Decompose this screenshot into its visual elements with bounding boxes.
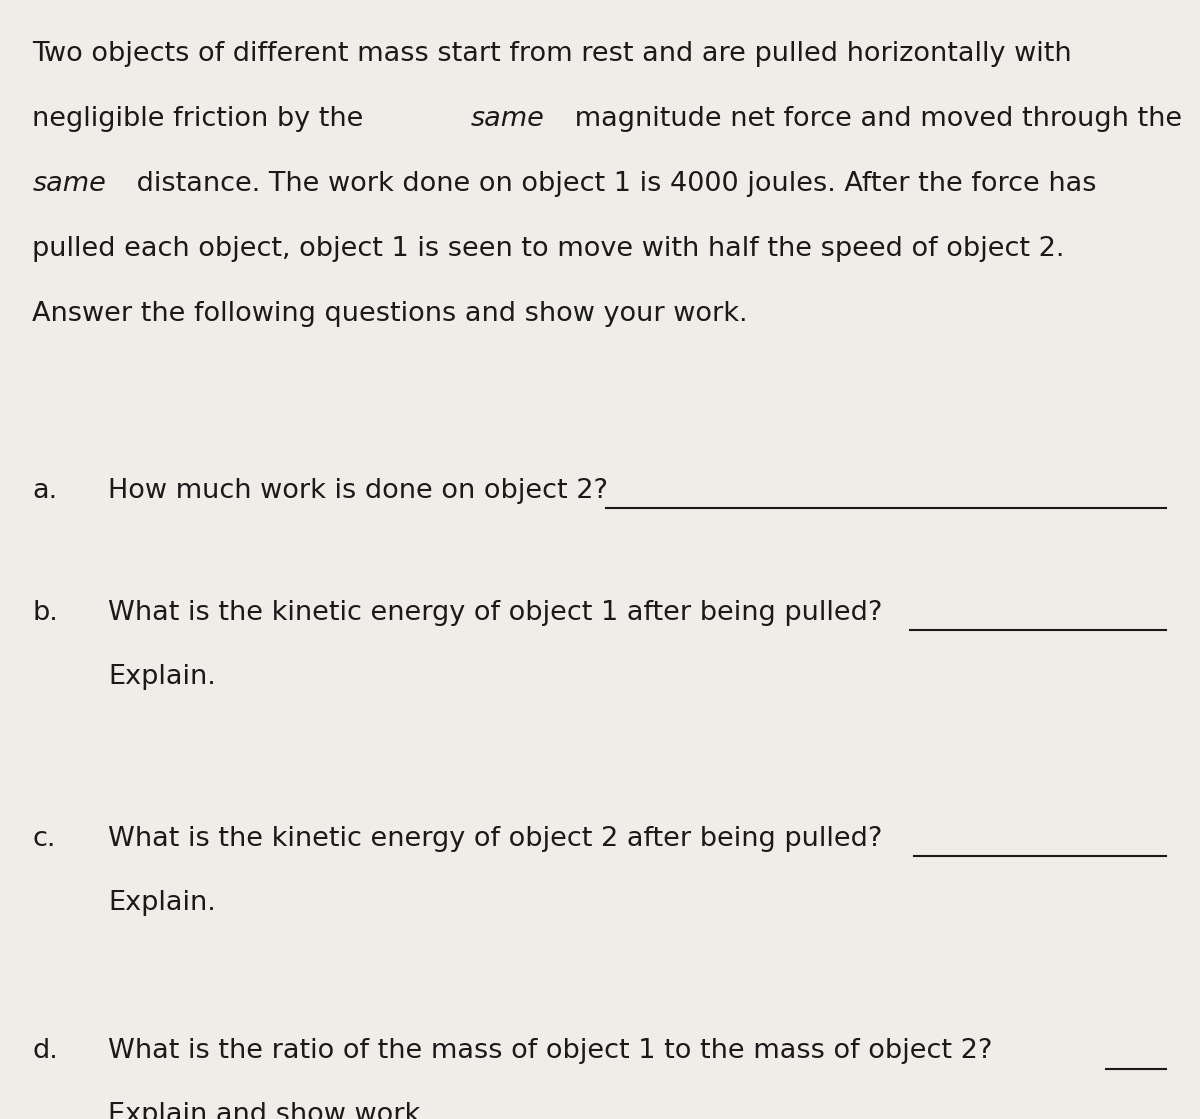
Text: d.: d. xyxy=(32,1038,58,1064)
Text: same: same xyxy=(472,106,545,132)
Text: pulled each object, object 1 is seen to move with half the speed of object 2.: pulled each object, object 1 is seen to … xyxy=(32,236,1064,262)
Text: a.: a. xyxy=(32,478,58,504)
Text: Answer the following questions and show your work.: Answer the following questions and show … xyxy=(32,301,748,327)
Text: What is the kinetic energy of object 1 after being pulled?: What is the kinetic energy of object 1 a… xyxy=(108,600,882,626)
Text: distance. The work done on object 1 is 4000 joules. After the force has: distance. The work done on object 1 is 4… xyxy=(127,171,1097,197)
Text: What is the ratio of the mass of object 1 to the mass of object 2?: What is the ratio of the mass of object … xyxy=(108,1038,992,1064)
Text: Two objects of different mass start from rest and are pulled horizontally with: Two objects of different mass start from… xyxy=(32,41,1072,67)
Text: Explain.: Explain. xyxy=(108,664,216,689)
Text: c.: c. xyxy=(32,826,55,852)
Text: Explain.: Explain. xyxy=(108,890,216,915)
Text: b.: b. xyxy=(32,600,58,626)
Text: negligible friction by the: negligible friction by the xyxy=(32,106,372,132)
Text: Explain and show work.: Explain and show work. xyxy=(108,1102,428,1119)
Text: What is the kinetic energy of object 2 after being pulled?: What is the kinetic energy of object 2 a… xyxy=(108,826,882,852)
Text: magnitude net force and moved through the: magnitude net force and moved through th… xyxy=(566,106,1182,132)
Text: How much work is done on object 2?: How much work is done on object 2? xyxy=(108,478,608,504)
Text: same: same xyxy=(32,171,107,197)
